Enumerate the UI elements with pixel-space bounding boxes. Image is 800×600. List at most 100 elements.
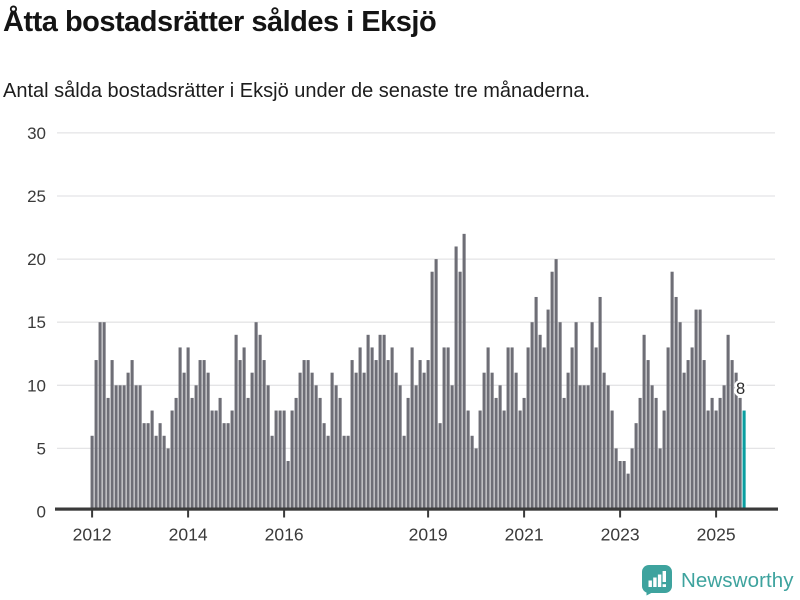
y-tick-label: 0 [37, 503, 46, 522]
bar [478, 410, 482, 509]
bar [550, 271, 554, 509]
bar [102, 322, 106, 509]
bar [706, 410, 710, 509]
x-tick-label: 2016 [265, 525, 304, 545]
bar [594, 347, 598, 509]
bars [90, 233, 746, 509]
bar [534, 296, 538, 509]
bar [118, 385, 122, 509]
bar [310, 372, 314, 509]
bar [130, 360, 134, 509]
bar [686, 360, 690, 509]
chart-subtitle: Antal sålda bostadsrätter i Eksjö under … [3, 80, 591, 102]
bar [358, 347, 362, 509]
bar [530, 322, 534, 509]
bar [214, 410, 218, 509]
x-tick-label: 2023 [601, 525, 640, 545]
chart-title: Åtta bostadsrätter såldes i Eksjö [3, 6, 437, 38]
bar [562, 397, 566, 509]
bar [526, 347, 530, 509]
bar [226, 423, 230, 509]
bar [606, 385, 610, 509]
bar [110, 360, 114, 509]
y-tick-label: 5 [37, 439, 46, 458]
bar [398, 385, 402, 509]
bar [610, 410, 614, 509]
bar [570, 347, 574, 509]
y-tick-label: 15 [27, 313, 46, 332]
bar [510, 347, 514, 509]
bar [194, 385, 198, 509]
bar [426, 360, 430, 509]
newsworthy-logo: Newsworthy [641, 564, 794, 597]
bar [498, 385, 502, 509]
bar [262, 360, 266, 509]
bar [502, 410, 506, 509]
bar [326, 435, 330, 509]
bar [442, 347, 446, 509]
bar [622, 461, 626, 509]
bar [698, 309, 702, 509]
bar [614, 448, 618, 509]
bar [670, 271, 674, 509]
bar [98, 322, 102, 509]
bar [454, 246, 458, 509]
bar [638, 397, 642, 509]
bar [318, 397, 322, 509]
bar [506, 347, 510, 509]
bar [586, 385, 590, 509]
bar [158, 423, 162, 509]
bar [222, 423, 226, 509]
bar [682, 372, 686, 509]
bar [654, 397, 658, 509]
bar [422, 372, 426, 509]
bar [106, 397, 110, 509]
bar [474, 448, 478, 509]
bar [694, 309, 698, 509]
bar [306, 360, 310, 509]
bar [250, 372, 254, 509]
bar [710, 397, 714, 509]
bar [182, 372, 186, 509]
bar [206, 372, 210, 509]
x-tick-label: 2025 [697, 525, 736, 545]
bar [574, 322, 578, 509]
bar [538, 334, 542, 509]
bar [734, 372, 738, 509]
highlight-bar [742, 410, 746, 509]
bar [406, 397, 410, 509]
bar [342, 435, 346, 509]
bar [270, 435, 274, 509]
y-tick-label: 30 [27, 124, 46, 143]
bar [230, 410, 234, 509]
bar [394, 372, 398, 509]
bar [286, 461, 290, 509]
bar [542, 347, 546, 509]
bar [630, 448, 634, 509]
x-axis-line [55, 507, 778, 511]
bar [558, 322, 562, 509]
bar [730, 360, 734, 509]
bar [738, 397, 742, 509]
bar [346, 435, 350, 509]
bar [154, 435, 158, 509]
bar [186, 347, 190, 509]
y-tick-label: 20 [27, 250, 46, 269]
bar [126, 372, 130, 509]
x-tick-label: 2019 [409, 525, 448, 545]
bar [518, 410, 522, 509]
x-tick-label: 2012 [73, 525, 112, 545]
bar [598, 296, 602, 509]
bar [322, 423, 326, 509]
bar [374, 360, 378, 509]
bar [258, 334, 262, 509]
bar [590, 322, 594, 509]
bar [170, 410, 174, 509]
bar [354, 372, 358, 509]
bar [514, 372, 518, 509]
bar [330, 372, 334, 509]
bar [234, 334, 238, 509]
bar [198, 360, 202, 509]
bar [266, 385, 270, 509]
